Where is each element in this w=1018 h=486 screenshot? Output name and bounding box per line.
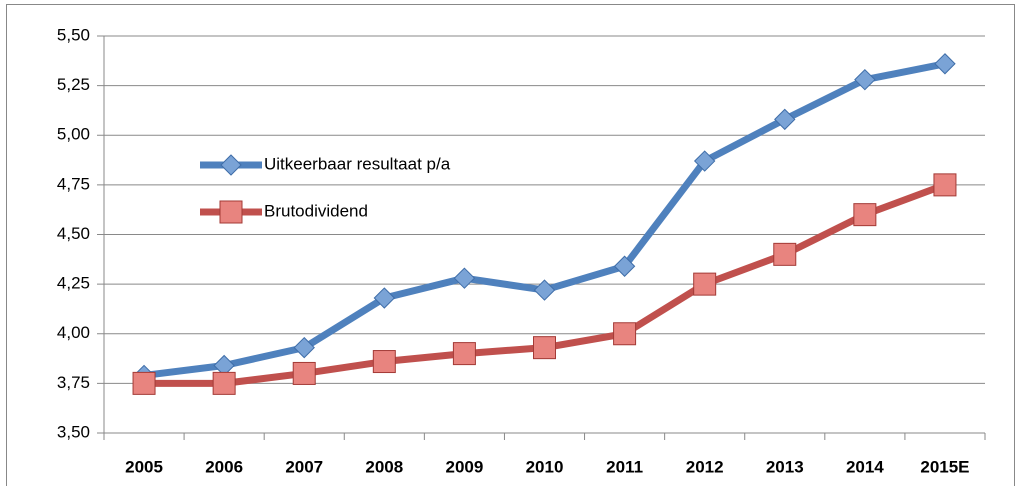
data-point [453, 267, 476, 289]
data-point [373, 287, 396, 309]
data-point [933, 173, 957, 197]
legend-label: Uitkeerbaar resultaat p/a [264, 154, 451, 173]
data-point [533, 279, 556, 301]
data-point [372, 350, 396, 374]
x-tick-label: 2012 [686, 457, 724, 476]
y-tick-label: 4,25 [57, 274, 90, 293]
x-tick-label: 2008 [365, 457, 403, 476]
x-tick-label: 2011 [606, 457, 643, 476]
legend-marker [220, 154, 242, 176]
data-point [533, 336, 556, 360]
y-tick-label: 4,00 [57, 323, 90, 342]
y-tick-label: 4,75 [57, 174, 90, 193]
x-tick-label: 2015E [920, 457, 969, 476]
data-point [212, 371, 236, 395]
data-point [774, 108, 796, 131]
data-point [452, 342, 476, 366]
data-point [292, 361, 316, 385]
x-tick-label: 2005 [125, 457, 163, 476]
data-point [934, 53, 956, 75]
chart-border [6, 4, 1015, 486]
x-tick-label: 2009 [445, 457, 483, 476]
y-tick-label: 5,00 [57, 125, 90, 144]
data-point [693, 272, 717, 296]
x-tick-label: 2010 [526, 457, 564, 476]
data-point [293, 336, 315, 359]
data-point [132, 371, 156, 395]
y-tick-label: 3,75 [57, 373, 90, 392]
y-tick-label: 4,50 [57, 224, 90, 243]
x-tick-label: 2014 [846, 457, 884, 476]
y-tick-label: 5,25 [57, 75, 90, 94]
data-point [613, 322, 637, 346]
x-tick-label: 2013 [766, 457, 804, 476]
data-point [613, 255, 636, 277]
legend-label: Brutodividend [264, 201, 368, 220]
data-point [693, 150, 716, 172]
x-tick-label: 2006 [205, 457, 243, 476]
data-point [853, 203, 877, 227]
y-tick-label: 5,50 [57, 25, 90, 44]
data-point [773, 242, 797, 266]
data-point [854, 68, 876, 91]
y-tick-label: 3,50 [57, 422, 90, 441]
x-tick-label: 2007 [285, 457, 323, 476]
legend-marker [219, 200, 243, 224]
